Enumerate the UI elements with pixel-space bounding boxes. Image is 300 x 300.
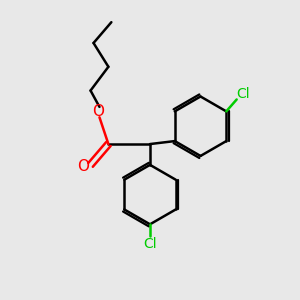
- Text: O: O: [92, 104, 104, 119]
- Text: O: O: [77, 159, 89, 174]
- Text: Cl: Cl: [236, 86, 249, 100]
- Text: Cl: Cl: [143, 237, 157, 250]
